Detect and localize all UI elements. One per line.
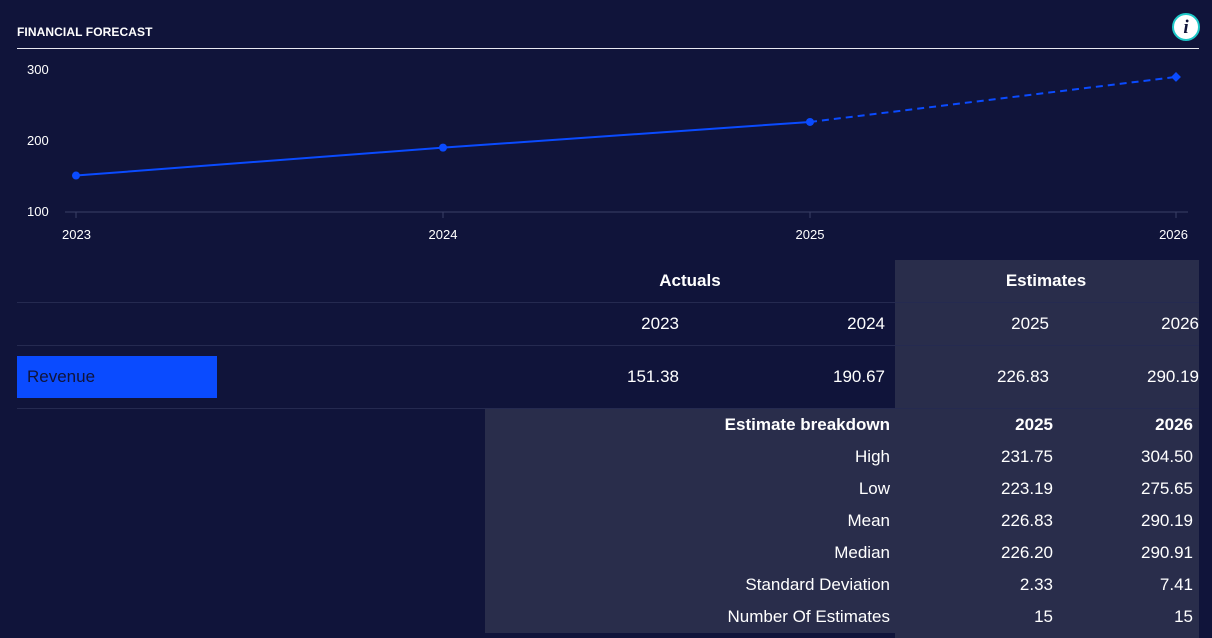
estimate-data-point[interactable] [1171,72,1181,82]
year-header-2024: 2024 [847,314,885,333]
breakdown-value-2025: 226.20 [1001,543,1053,562]
breakdown-value-2026: 290.91 [1141,543,1193,562]
breakdown-value-2025: 231.75 [1001,447,1053,466]
breakdown-row-label: Standard Deviation [745,575,890,594]
estimates-panel [895,260,1199,638]
y-tick-label: 100 [27,204,49,219]
y-axis: 100 200 300 [27,62,49,219]
year-header-2023: 2023 [641,314,679,333]
info-icon: i [1183,16,1189,38]
revenue-2024: 190.67 [833,367,885,386]
y-tick-label: 200 [27,133,49,148]
breakdown-value-2026: 7.41 [1159,575,1193,594]
forecast-line-chart: 100 200 300 2023 2024 2025 2026 [27,62,1188,242]
year-header-2026: 2026 [1161,314,1199,333]
x-tick-label: 2024 [429,227,458,242]
breakdown-row-label: Number Of Estimates [727,607,891,626]
row-divider [17,302,1199,303]
breakdown-title: Estimate breakdown [724,415,890,434]
estimates-header: Estimates [1005,271,1087,290]
x-tick-label: 2023 [62,227,91,242]
actuals-header: Actuals [659,271,721,290]
breakdown-value-2025: 226.83 [1001,511,1053,530]
estimate-line [809,75,1177,123]
breakdown-value-2026: 304.50 [1141,447,1193,466]
breakdown-row-label: Median [834,543,890,562]
title-divider [17,48,1199,49]
revenue-2025: 226.83 [997,367,1049,386]
breakdown-value-2025: 2.33 [1019,575,1053,594]
breakdown-value-2026: 275.65 [1141,479,1193,498]
breakdown-row-label: Low [858,479,890,498]
breakdown-value-2026: 15 [1174,607,1193,626]
revenue-series [72,72,1181,180]
estimate-breakdown-panel [485,409,895,633]
data-point[interactable] [439,143,447,152]
x-tick-label: 2026 [1159,227,1188,242]
breakdown-value-2026: 290.19 [1141,511,1193,530]
data-point[interactable] [72,171,80,180]
year-header-2025: 2025 [1011,314,1049,333]
page-title: FINANCIAL FORECAST [17,25,153,39]
x-tick-label: 2025 [796,227,825,242]
data-point[interactable] [806,117,814,126]
breakdown-year-2026: 2026 [1155,415,1193,434]
breakdown-year-2025: 2025 [1015,415,1053,434]
row-divider [17,345,1199,346]
breakdown-value-2025: 223.19 [1001,479,1053,498]
breakdown-row-label: Mean [847,511,890,530]
info-button[interactable]: i [1172,13,1200,41]
revenue-2023: 151.38 [627,367,679,386]
revenue-2026: 290.19 [1147,367,1199,386]
row-divider [17,408,1199,409]
breakdown-row-label: High [855,447,890,466]
x-axis: 2023 2024 2025 2026 [62,212,1188,242]
breakdown-value-2025: 15 [1034,607,1053,626]
revenue-row-label[interactable]: Revenue [17,356,217,398]
y-tick-label: 300 [27,62,49,77]
